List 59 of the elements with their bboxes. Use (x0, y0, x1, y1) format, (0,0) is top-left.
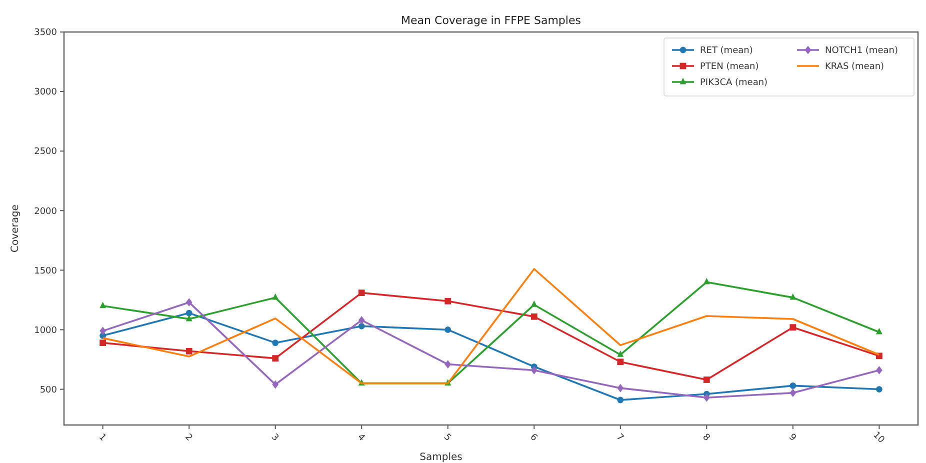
point (186, 348, 192, 354)
point (272, 340, 279, 346)
y-tick-label: 2000 (34, 206, 58, 217)
point (876, 386, 882, 392)
point (530, 313, 538, 320)
point (790, 388, 796, 398)
point (703, 376, 710, 383)
x-tick-label: 9 (786, 432, 798, 444)
x-tick-label: 7 (614, 432, 626, 444)
legend-label: PTEN (mean) (700, 62, 759, 72)
point (100, 326, 106, 336)
point (272, 380, 279, 389)
x-tick-label: 10 (870, 430, 886, 446)
y-tick-label: 2500 (34, 147, 58, 158)
chart-title: Mean Coverage in FFPE Samples (401, 14, 582, 27)
point (186, 298, 192, 307)
point (703, 393, 710, 402)
point (272, 293, 279, 300)
x-tick-label: 5 (441, 432, 453, 444)
point (617, 384, 624, 392)
point (790, 382, 796, 389)
x-tick-label: 6 (528, 432, 540, 444)
legend-label: RET (mean) (700, 46, 753, 56)
point (790, 293, 796, 300)
point (272, 355, 279, 362)
point (530, 300, 538, 307)
y-axis-title: Coverage (10, 204, 21, 252)
y-tick-label: 3500 (34, 28, 58, 38)
x-tick-label: 3 (268, 432, 280, 444)
x-axis-title: Samples (420, 452, 462, 463)
point (876, 328, 882, 334)
y-tick-label: 3000 (34, 88, 58, 98)
legend-label: NOTCH1 (mean) (825, 46, 898, 56)
y-tick-label: 1000 (34, 326, 58, 336)
x-tick-label: 4 (355, 432, 367, 444)
point (617, 358, 624, 366)
point (703, 278, 710, 284)
point (100, 340, 106, 346)
point (358, 316, 365, 324)
legend-label: KRAS (mean) (825, 62, 884, 72)
legend-label: PIK3CA (mean) (700, 78, 768, 88)
x-tick-label: 2 (182, 432, 194, 444)
y-tick-label: 500 (40, 385, 58, 396)
point (186, 314, 192, 322)
x-tick-label: 8 (700, 432, 712, 444)
point (530, 366, 538, 374)
point (790, 324, 796, 331)
point (358, 322, 365, 330)
point (617, 396, 624, 404)
point (186, 310, 192, 316)
point (358, 290, 365, 296)
point (100, 302, 106, 308)
point (444, 360, 452, 368)
y-tick-label: 1500 (34, 266, 58, 276)
point (444, 326, 452, 333)
point (617, 350, 624, 357)
point (444, 298, 452, 304)
point (876, 366, 882, 374)
x-tick-label: 1 (96, 432, 108, 444)
